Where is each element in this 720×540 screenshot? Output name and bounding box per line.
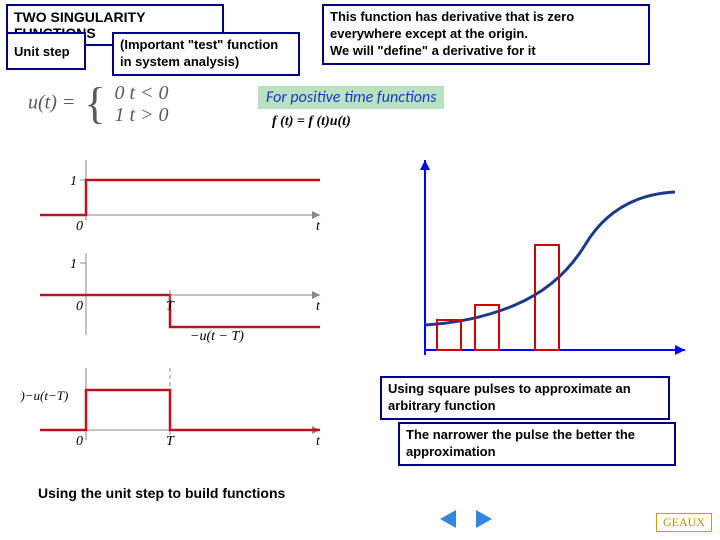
svg-text:0: 0 xyxy=(76,219,83,234)
eq-row1: 0 t < 0 xyxy=(115,82,169,104)
svg-text:1: 1 xyxy=(70,174,77,189)
brace-icon: { xyxy=(84,84,105,124)
prev-icon[interactable] xyxy=(440,510,456,528)
step-plots: 1 0 t 1 0 T −u(t − T) t 0 T t u(t)−u(t−T… xyxy=(20,150,340,480)
right-caption-1: Using square pulses to approximate an ar… xyxy=(380,376,670,420)
svg-text:t: t xyxy=(316,299,321,314)
svg-text:u(t)−u(t−T): u(t)−u(t−T) xyxy=(20,388,68,403)
positive-time-label: For positive time functions xyxy=(258,86,444,109)
equation-u-t: u(t) = { 0 t < 0 1 t > 0 xyxy=(28,82,169,126)
next-icon[interactable] xyxy=(476,510,492,528)
ftu-equation: f (t) = f (t)u(t) xyxy=(272,114,351,130)
left-caption: Using the unit step to build functions xyxy=(38,484,285,502)
svg-text:−u(t − T): −u(t − T) xyxy=(190,329,244,344)
derivative-note: This function has derivative that is zer… xyxy=(322,4,650,65)
svg-text:t: t xyxy=(316,219,321,234)
svg-text:1: 1 xyxy=(70,257,77,272)
right-caption-2: The narrower the pulse the better the ap… xyxy=(398,422,676,466)
svg-text:0: 0 xyxy=(76,299,83,314)
geaux-badge: GEAUX xyxy=(656,513,712,532)
eq-piece: 0 t < 0 1 t > 0 xyxy=(115,82,169,126)
svg-text:T: T xyxy=(166,434,175,449)
eq-row2: 1 t > 0 xyxy=(115,104,169,126)
svg-text:T: T xyxy=(166,299,175,314)
svg-text:t: t xyxy=(316,434,321,449)
approx-plot xyxy=(385,150,695,365)
eq-lhs: u(t) = xyxy=(28,92,75,114)
subtitle-box: (Important "test" function in system ana… xyxy=(112,32,300,76)
unit-step-label: Unit step xyxy=(6,32,86,70)
svg-text:0: 0 xyxy=(76,434,83,449)
